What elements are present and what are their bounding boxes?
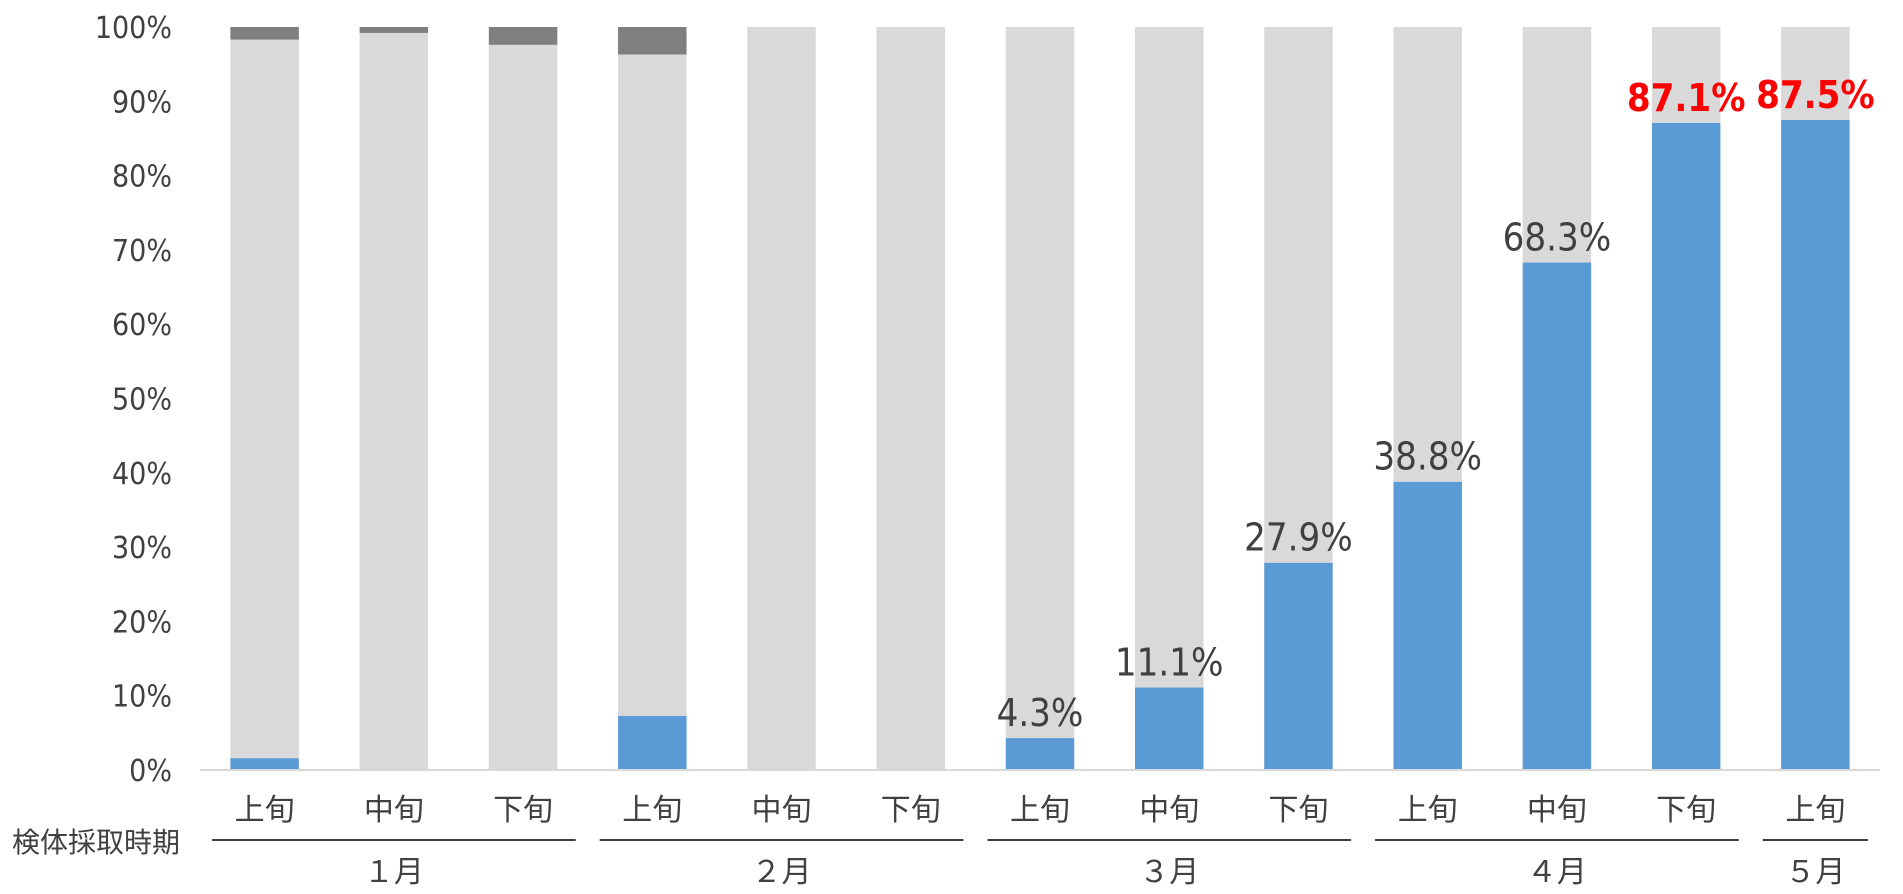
bar-segment-1 bbox=[488, 44, 558, 770]
x-axis: 上旬 中旬 下旬 上旬 中旬 下旬 上旬 中旬 下旬 上旬 中旬 下旬 上旬 １月 ２月 ３月 ４月 ５月 検体採取… bbox=[12, 793, 1868, 890]
y-tick-label: 80% bbox=[112, 160, 172, 195]
bar-segment-2 bbox=[618, 27, 687, 55]
bar-segment-0 bbox=[1264, 562, 1333, 770]
x-category-label: 下旬 bbox=[881, 793, 941, 828]
bar-segment-1 bbox=[1005, 27, 1075, 739]
x-category-label: 中旬 bbox=[364, 793, 424, 828]
x-category-label: 上旬 bbox=[622, 793, 682, 828]
bar-segment-0 bbox=[1522, 262, 1592, 770]
bar-segment-2 bbox=[230, 27, 299, 40]
y-tick-label: 0% bbox=[129, 754, 172, 789]
bar-segment-2 bbox=[359, 27, 429, 33]
x-axis-title: 検体採取時期 bbox=[12, 826, 180, 859]
bar-segment-1 bbox=[618, 54, 687, 716]
y-tick-label: 30% bbox=[112, 531, 172, 566]
y-axis: 0% 10% 20% 30% 40% 50% 60% 70% 80% 90% 100% bbox=[95, 11, 172, 789]
y-tick-label: 10% bbox=[112, 680, 172, 715]
data-label: 4.3% bbox=[997, 691, 1084, 735]
month-label: ３月 bbox=[1139, 855, 1199, 890]
bar-segment-0 bbox=[230, 758, 299, 770]
data-label: 87.1% bbox=[1627, 76, 1746, 120]
data-label: 27.9% bbox=[1244, 516, 1353, 560]
bar-segment-1 bbox=[230, 39, 299, 759]
data-labels: 4.3% 11.1% 27.9% 38.8% 68.3% 87.1% 87.5% bbox=[997, 73, 1875, 735]
bar-segment-0 bbox=[1393, 481, 1462, 770]
bar-segment-1 bbox=[1522, 27, 1592, 263]
month-label: ５月 bbox=[1785, 855, 1845, 890]
x-category-label: 下旬 bbox=[1268, 793, 1328, 828]
data-label: 87.5% bbox=[1756, 73, 1875, 117]
bars bbox=[200, 27, 1880, 771]
y-tick-label: 50% bbox=[112, 383, 172, 418]
x-category-label: 下旬 bbox=[1656, 793, 1716, 828]
y-tick-label: 90% bbox=[112, 85, 172, 120]
data-label: 68.3% bbox=[1503, 216, 1612, 260]
bar-segment-1 bbox=[1134, 27, 1204, 688]
y-tick-label: 20% bbox=[112, 605, 172, 640]
x-category-label: 下旬 bbox=[493, 793, 553, 828]
bar-segment-1 bbox=[359, 32, 429, 771]
x-category-label: 中旬 bbox=[1139, 793, 1199, 828]
bar-segment-0 bbox=[1651, 122, 1721, 771]
x-category-label: 上旬 bbox=[235, 793, 295, 828]
bar-segment-1 bbox=[1264, 27, 1333, 563]
month-label: １月 bbox=[364, 855, 424, 890]
y-tick-label: 100% bbox=[95, 11, 172, 46]
y-tick-label: 70% bbox=[112, 234, 172, 269]
bar-segment-1 bbox=[1393, 27, 1462, 482]
month-label: ２月 bbox=[752, 855, 812, 890]
x-category-label: 上旬 bbox=[1398, 793, 1458, 828]
y-tick-label: 40% bbox=[112, 457, 172, 492]
y-tick-label: 60% bbox=[112, 308, 172, 343]
x-category-label: 上旬 bbox=[1010, 793, 1070, 828]
x-category-label: 中旬 bbox=[1527, 793, 1587, 828]
bar-segment-0 bbox=[1005, 738, 1075, 770]
x-category-label: 中旬 bbox=[752, 793, 812, 828]
bar-segment-0 bbox=[1134, 687, 1204, 770]
x-category-label: 上旬 bbox=[1785, 793, 1845, 828]
bar-segment-1 bbox=[1781, 27, 1850, 120]
bar-segment-2 bbox=[488, 27, 558, 45]
bar-segment-1 bbox=[747, 27, 816, 770]
data-label: 38.8% bbox=[1373, 435, 1482, 479]
bar-segment-1 bbox=[1651, 27, 1721, 123]
data-label: 11.1% bbox=[1115, 641, 1224, 685]
bar-segment-1 bbox=[876, 27, 946, 770]
bar-segment-0 bbox=[618, 715, 687, 770]
bar-segment-0 bbox=[1781, 119, 1850, 770]
month-label: ４月 bbox=[1527, 855, 1587, 890]
